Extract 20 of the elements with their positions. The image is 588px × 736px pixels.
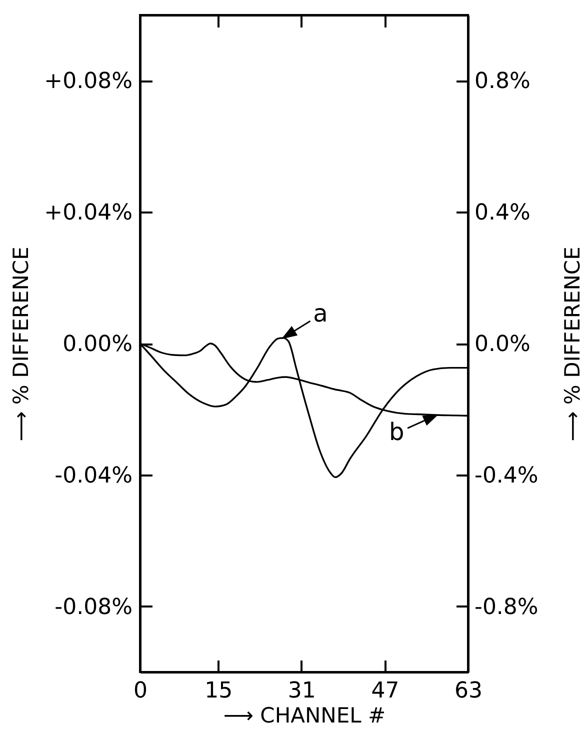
annotation: b [388,418,404,446]
y2-tick-label: 0.0% [474,332,530,357]
x-tick-label: 47 [371,678,400,704]
y2-tick-label: -0.8% [474,594,538,620]
y-axis-title: ⟶ % DIFFERENCE [9,246,34,442]
y-tick-label: +0.04% [44,200,132,226]
y-tick-label: 0.00% [62,332,132,357]
x-tick-label: 15 [204,678,233,704]
y-tick-label: +0.08% [44,69,132,94]
y-tick-label: -0.08% [54,594,132,620]
x-axis-title: ⟶ CHANNEL # [223,704,386,728]
y2-tick-label: -0.4% [474,463,538,488]
y2-tick-label: 0.4% [474,200,530,226]
y-tick-label: -0.04% [54,463,132,488]
x-tick-label: 0 [134,678,148,704]
y2-axis-title: ⟶ % DIFFERENCE [560,246,584,442]
x-tick-label: 31 [288,678,316,704]
y2-tick-label: 0.8% [474,69,530,94]
annotation: a [313,300,328,328]
x-tick-label: 63 [454,678,482,704]
